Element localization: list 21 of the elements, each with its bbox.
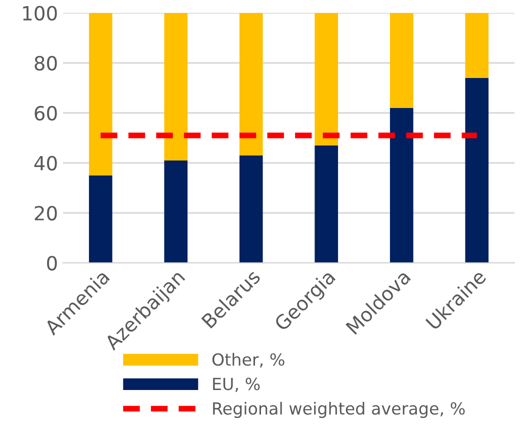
bar [88,175,112,263]
bar [314,145,338,263]
y-tick-label: 60 [34,106,57,121]
bar [465,12,489,78]
y-tick-label: 40 [34,156,57,171]
bar [314,12,338,146]
bar [390,108,414,263]
y-tick-label: 80 [34,56,57,71]
bar [465,78,489,263]
y-tick-label: 0 [47,256,57,271]
legend-label: Other, % [212,352,284,368]
y-tick-label: 100 [23,6,57,21]
bar [239,12,263,156]
legend-label: EU, % [213,378,260,392]
bar [88,12,112,176]
bar [164,12,188,160]
bar [164,160,188,263]
legend-label: Regional weighted average, % [213,402,465,418]
bar [390,12,414,108]
y-tick-label: 20 [34,206,57,221]
bar [239,155,263,263]
